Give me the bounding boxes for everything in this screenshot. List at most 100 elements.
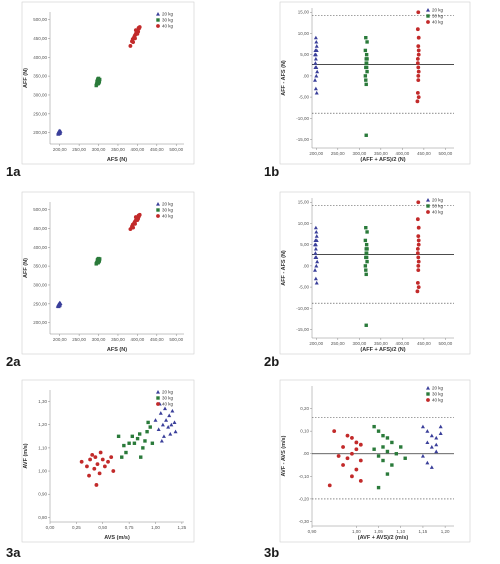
data-point-30kg: [97, 79, 102, 83]
data-point-40kg: [415, 99, 420, 104]
data-point-40kg: [109, 455, 114, 460]
data-point-20kg: [425, 429, 430, 433]
data-point-30kg: [132, 441, 137, 445]
data-point-30kg: [364, 133, 368, 137]
x-axis-label: (AVF + AVS)/2 (m/s): [358, 535, 409, 541]
data-point-40kg: [415, 217, 420, 222]
data-point-20kg: [434, 442, 439, 447]
x-tick-label: 0,50: [98, 525, 107, 530]
panel-label: 1a: [6, 164, 21, 179]
data-point-40kg: [415, 247, 420, 251]
data-point-40kg: [92, 466, 97, 471]
data-point-20kg: [313, 242, 318, 247]
data-point-30kg: [385, 436, 390, 440]
legend-marker: [156, 208, 160, 212]
legend-marker: [156, 396, 160, 400]
data-point-40kg: [416, 95, 421, 99]
data-point-40kg: [354, 467, 359, 472]
data-point-40kg: [90, 452, 95, 457]
data-point-30kg: [120, 455, 124, 459]
x-tick-label: 500,00: [169, 337, 183, 342]
panel-label: 3a: [6, 545, 21, 560]
data-point-40kg: [131, 40, 136, 45]
y-tick-label: 10,00: [298, 221, 310, 226]
data-point-20kg: [314, 238, 319, 243]
data-point-40kg: [416, 242, 421, 247]
data-point-20kg: [314, 73, 319, 78]
legend-label: 20 kg: [432, 198, 444, 203]
data-point-30kg: [381, 445, 385, 449]
data-point-20kg: [158, 411, 163, 415]
data-point-20kg: [315, 259, 320, 264]
legend-label: 30 kg: [432, 392, 444, 397]
y-tick-label: 200,00: [33, 130, 47, 135]
legend-marker: [156, 18, 160, 22]
y-tick-label: 500,00: [33, 207, 47, 212]
data-point-40kg: [102, 464, 107, 469]
chart-2b: 200,00 250,00 300,00 350,00 400,00 450,00 500,…: [264, 191, 471, 369]
data-point-40kg: [341, 463, 345, 467]
data-point-30kg: [364, 251, 369, 255]
x-tick-label: 0,25: [72, 525, 81, 530]
data-point-30kg: [364, 78, 368, 82]
data-point-30kg: [116, 434, 121, 439]
data-point-40kg: [128, 44, 133, 48]
data-point-20kg: [160, 422, 165, 427]
data-point-20kg: [313, 246, 318, 251]
data-point-20kg: [438, 424, 443, 429]
data-point-40kg: [415, 289, 420, 294]
legend-marker: [426, 386, 430, 390]
chart-frame: [21, 1, 195, 165]
x-axis-label: AFS (N): [107, 157, 127, 163]
x-tick-label: 1,00: [352, 529, 361, 534]
data-point-20kg: [425, 460, 430, 465]
data-point-40kg: [416, 73, 421, 78]
data-point-20kg: [314, 263, 319, 268]
data-point-40kg: [133, 28, 138, 33]
data-point-30kg: [150, 441, 155, 445]
y-tick-label: 450,00: [33, 36, 47, 41]
legend-marker: [426, 14, 430, 18]
data-point-40kg: [416, 234, 421, 239]
legend-label: 20 kg: [432, 8, 444, 13]
data-point-40kg: [354, 440, 359, 445]
panel-label: 2a: [6, 354, 21, 369]
data-point-40kg: [358, 458, 363, 463]
data-point-30kg: [365, 230, 369, 234]
data-point-20kg: [314, 234, 319, 238]
x-tick-label: 250,00: [331, 151, 345, 156]
data-point-20kg: [429, 465, 434, 469]
data-point-40kg: [416, 263, 421, 268]
data-point-20kg: [313, 61, 318, 65]
data-point-40kg: [100, 457, 105, 462]
data-point-20kg: [163, 406, 168, 411]
data-point-20kg: [156, 427, 161, 431]
data-point-40kg: [416, 200, 421, 205]
data-point-30kg: [365, 247, 369, 251]
y-tick-label: 1,10: [38, 445, 47, 450]
x-tick-label: 400,00: [395, 341, 409, 346]
data-point-40kg: [416, 65, 421, 70]
data-point-30kg: [365, 40, 369, 44]
data-point-40kg: [416, 69, 421, 74]
data-point-30kg: [143, 439, 147, 443]
data-point-40kg: [415, 280, 420, 285]
panel-label: 2b: [264, 354, 279, 369]
y-tick-label: -0,10: [299, 474, 310, 479]
y-tick-label: 450,00: [33, 226, 47, 231]
data-point-20kg: [313, 78, 318, 82]
y-tick-label: 5,00: [300, 242, 309, 247]
x-axis-label: (AFF + AFS)/2 (N): [360, 157, 405, 163]
data-point-30kg: [372, 424, 376, 429]
x-tick-label: 450,00: [150, 147, 164, 152]
data-point-40kg: [350, 474, 354, 479]
x-tick-label: 300,00: [92, 337, 106, 342]
legend-marker: [156, 402, 160, 406]
data-point-30kg: [127, 441, 131, 445]
x-tick-label: 500,00: [169, 147, 183, 152]
data-point-20kg: [314, 280, 319, 285]
y-axis-label: AFF (N): [23, 258, 29, 278]
x-tick-label: 200,00: [309, 341, 323, 346]
legend-label: 40 kg: [162, 24, 174, 29]
